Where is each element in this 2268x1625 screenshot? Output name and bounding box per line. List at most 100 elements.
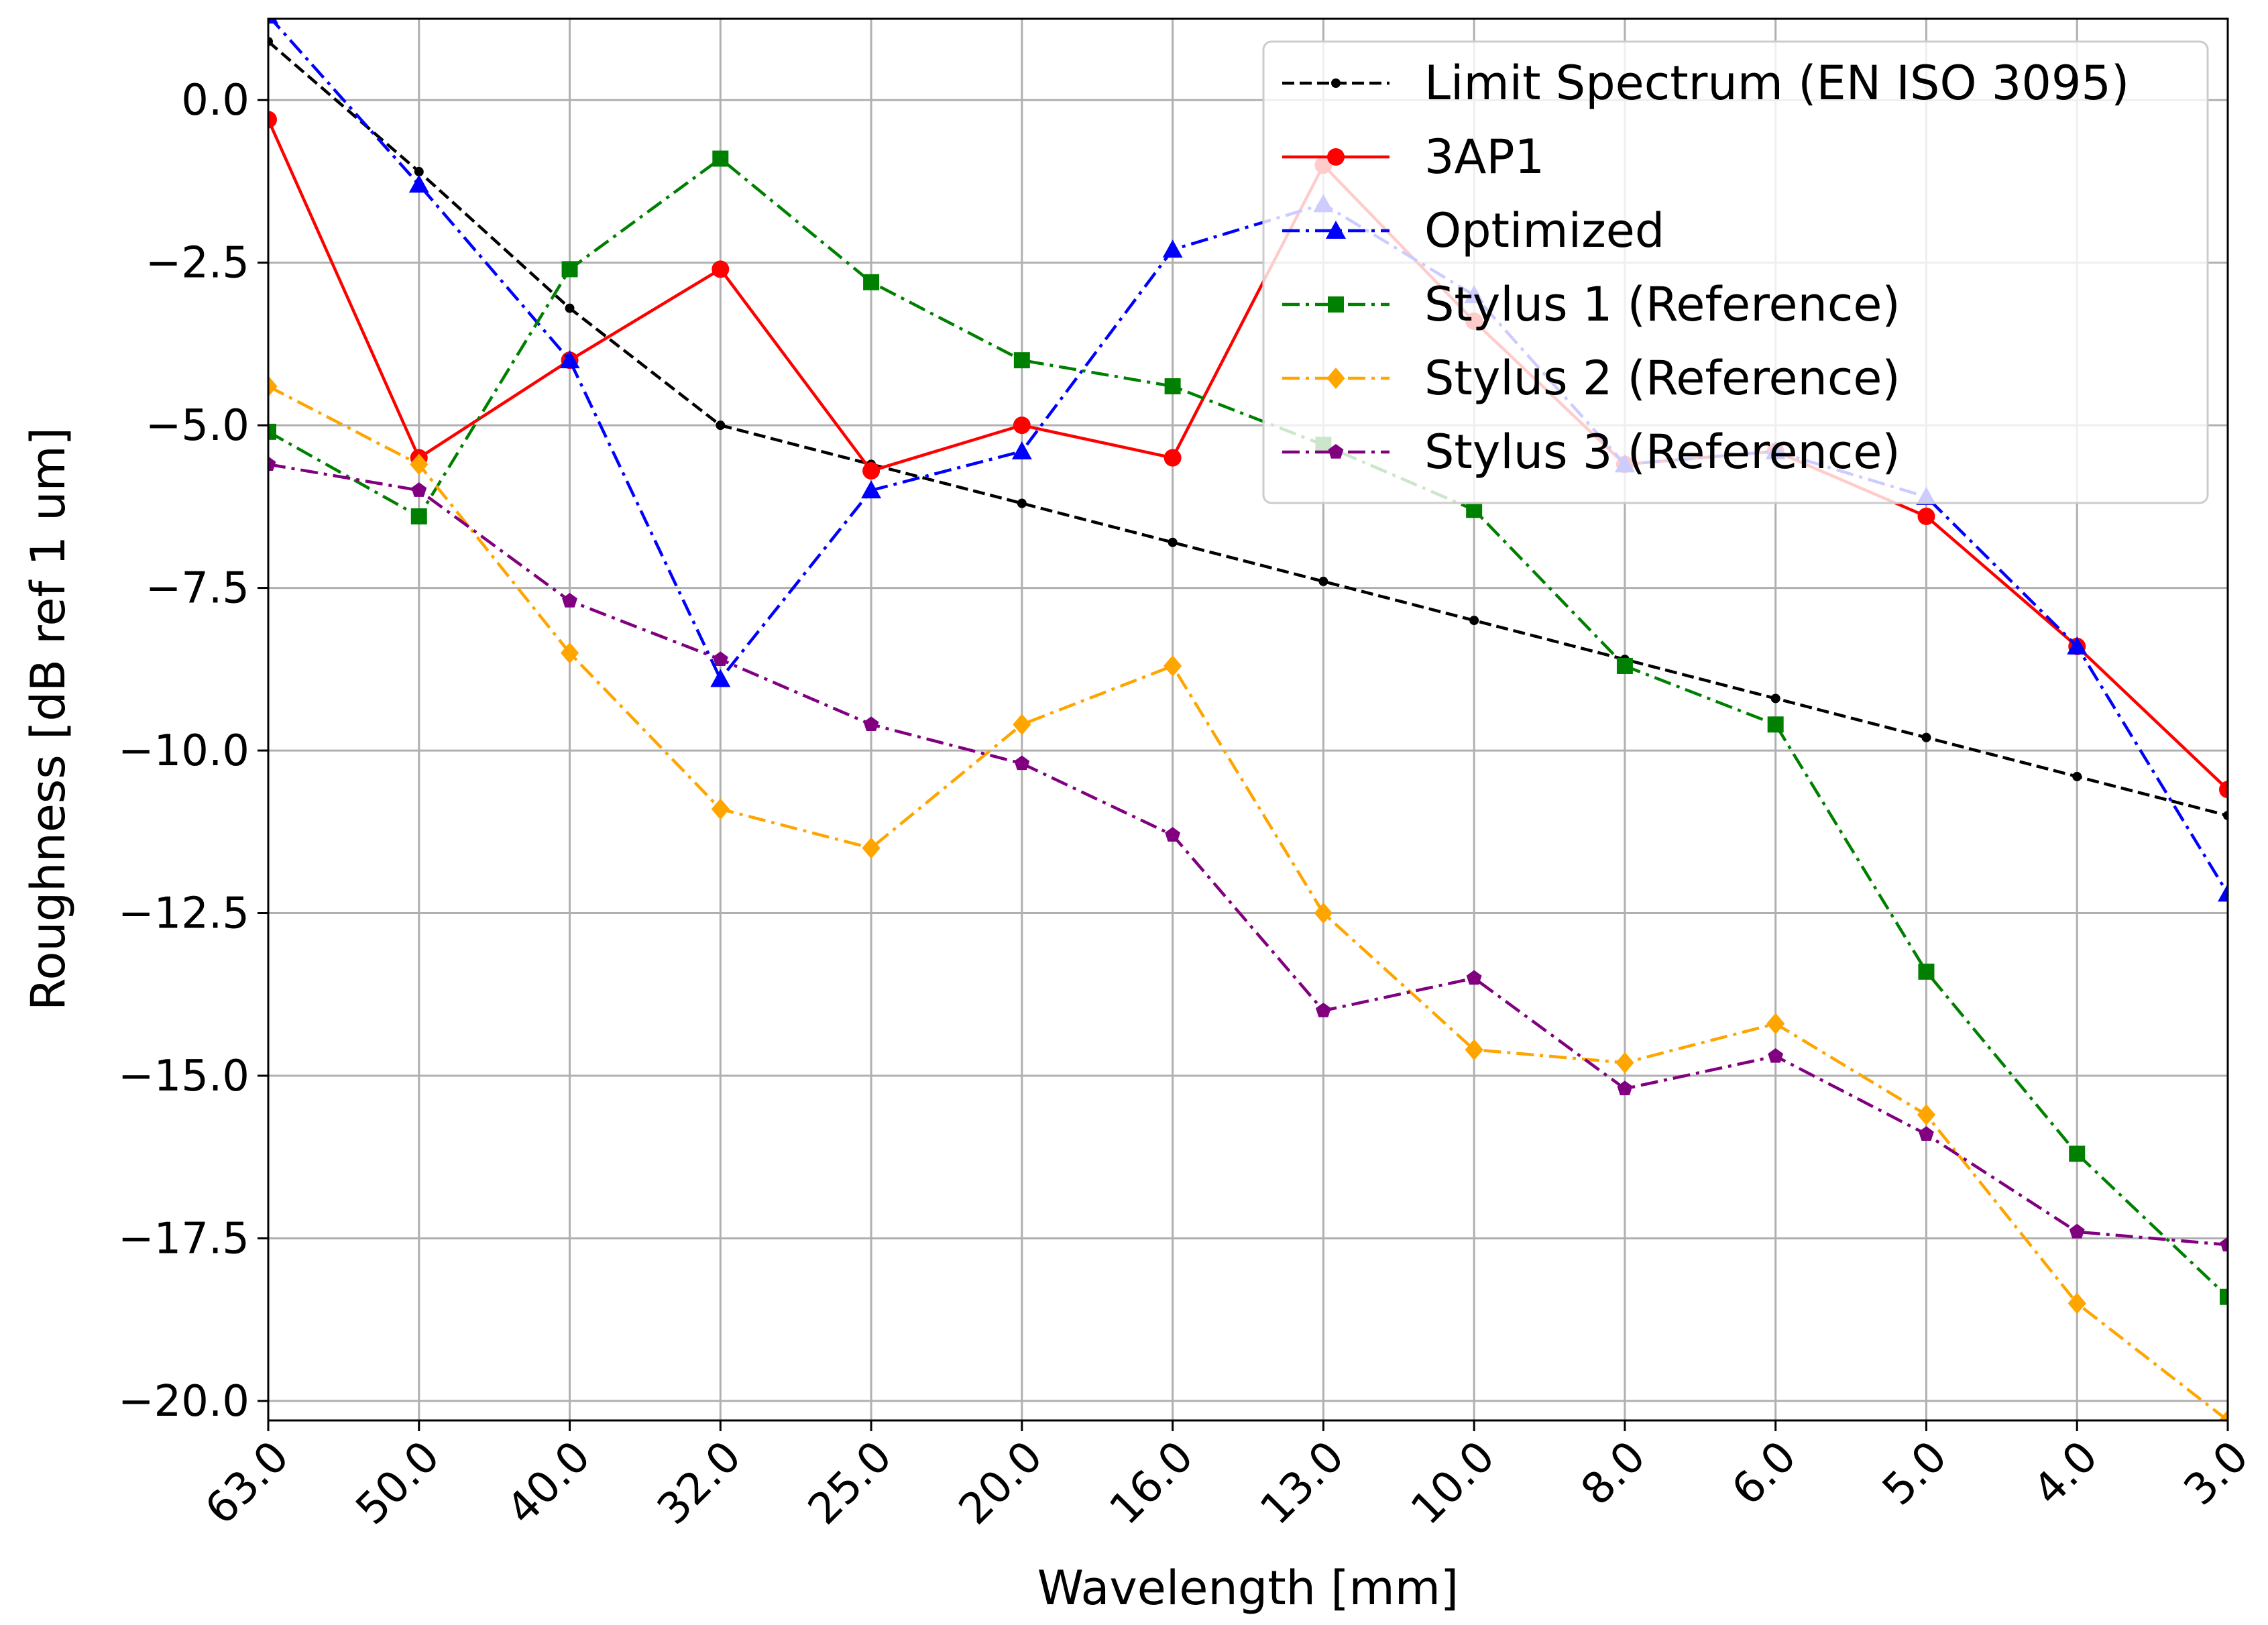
- data-point-stylus-2-reference: [711, 798, 730, 820]
- data-point-stylus-3-reference: [2069, 1223, 2085, 1239]
- data-point-optimized: [2067, 636, 2088, 655]
- data-point-stylus-3-reference: [1617, 1080, 1633, 1096]
- data-point-optimized: [861, 480, 882, 499]
- x-tick-label: 3.0: [2175, 1432, 2258, 1515]
- y-tick-label: −15.0: [118, 1052, 249, 1101]
- series-line-stylus-1-reference: [268, 157, 2228, 1298]
- legend-marker: [1331, 78, 1341, 88]
- y-axis-label: Roughness [dB ref 1 um]: [21, 427, 76, 1011]
- series-line-stylus-2-reference: [268, 384, 2228, 1420]
- data-point-3ap1: [2219, 781, 2228, 799]
- legend: Limit Spectrum (EN ISO 3095) 3AP1 Optimize…: [1262, 40, 2209, 504]
- data-point-3ap1: [1013, 416, 1031, 435]
- data-point-stylus-3-reference: [712, 651, 728, 666]
- series-stylus-2-reference: [268, 375, 2228, 1420]
- data-point-stylus-2-reference: [1013, 714, 1031, 736]
- y-tick-label: −17.5: [118, 1214, 249, 1264]
- data-point-limit-spectrum-en-iso-3095: [1469, 616, 1479, 626]
- y-tick-label: −7.5: [146, 564, 249, 614]
- data-point-stylus-2-reference: [560, 642, 579, 664]
- plot-frame: [267, 17, 2229, 1422]
- data-point-stylus-1-reference: [2220, 1288, 2228, 1305]
- data-point-stylus-2-reference: [862, 837, 881, 859]
- x-tick-label: 10.0: [1402, 1432, 1504, 1534]
- data-point-stylus-1-reference: [1013, 352, 1030, 369]
- data-point-limit-spectrum-en-iso-3095: [2223, 811, 2228, 821]
- series-line-stylus-3-reference: [268, 463, 2228, 1247]
- data-point-optimized: [408, 174, 429, 193]
- data-point-stylus-3-reference: [411, 482, 427, 497]
- legend-label: Stylus 2 (Reference): [1424, 351, 1901, 406]
- data-point-stylus-2-reference: [2218, 1410, 2228, 1420]
- data-point-stylus-3-reference: [1466, 970, 1482, 985]
- legend-label: Optimized: [1424, 203, 1664, 258]
- data-point-stylus-2-reference: [1314, 902, 1333, 924]
- data-point-stylus-2-reference: [410, 453, 429, 475]
- data-point-3ap1: [862, 462, 881, 480]
- data-point-stylus-3-reference: [1014, 755, 1030, 771]
- data-point-stylus-1-reference: [410, 508, 427, 524]
- legend-label: Stylus 1 (Reference): [1424, 277, 1901, 332]
- data-point-limit-spectrum-en-iso-3095: [1318, 576, 1328, 586]
- data-point-stylus-1-reference: [1616, 657, 1633, 674]
- data-point-3ap1: [1164, 449, 1182, 467]
- data-point-stylus-3-reference: [562, 593, 577, 608]
- x-tick-label: 6.0: [1723, 1432, 1806, 1515]
- x-tick-label: 50.0: [347, 1432, 449, 1534]
- data-point-optimized: [1162, 239, 1183, 258]
- series-stylus-3-reference: [268, 456, 2228, 1251]
- data-point-optimized: [559, 350, 580, 369]
- y-tick-label: 0.0: [181, 76, 249, 125]
- data-point-stylus-1-reference: [268, 423, 276, 440]
- x-tick-label: 5.0: [1873, 1432, 1956, 1515]
- data-point-3ap1: [268, 111, 277, 129]
- legend-label: Stylus 3 (Reference): [1424, 425, 1901, 480]
- data-point-stylus-2-reference: [1615, 1052, 1634, 1074]
- legend-marker: [1327, 148, 1345, 166]
- series-line-limit-spectrum-en-iso-3095: [268, 40, 2228, 818]
- y-tick-label: −5.0: [146, 401, 249, 451]
- data-point-stylus-1-reference: [863, 274, 880, 290]
- data-point-limit-spectrum-en-iso-3095: [414, 166, 424, 176]
- x-tick-label: 8.0: [1572, 1432, 1655, 1515]
- x-tick-label: 40.0: [498, 1432, 600, 1534]
- data-point-stylus-3-reference: [863, 716, 879, 731]
- data-point-optimized: [710, 669, 731, 687]
- data-point-limit-spectrum-en-iso-3095: [2072, 771, 2082, 781]
- data-point-optimized: [268, 19, 278, 24]
- legend-marker: [1328, 296, 1344, 313]
- data-point-limit-spectrum-en-iso-3095: [716, 421, 726, 431]
- data-point-stylus-3-reference: [1768, 1048, 1784, 1063]
- data-point-stylus-1-reference: [1767, 716, 1784, 733]
- x-tick-label: 32.0: [648, 1432, 751, 1534]
- series-layer: [268, 19, 2228, 1420]
- data-point-limit-spectrum-en-iso-3095: [565, 303, 575, 313]
- y-tick-label: −12.5: [118, 889, 249, 939]
- x-tick-label: 63.0: [196, 1432, 298, 1534]
- data-point-stylus-2-reference: [268, 375, 278, 397]
- data-point-stylus-3-reference: [1165, 827, 1181, 842]
- data-point-stylus-1-reference: [1466, 502, 1483, 518]
- data-point-stylus-2-reference: [1465, 1039, 1483, 1061]
- legend-label: 3AP1: [1424, 129, 1544, 184]
- data-point-limit-spectrum-en-iso-3095: [1168, 537, 1178, 547]
- data-point-optimized: [1011, 441, 1032, 459]
- data-point-stylus-1-reference: [712, 150, 729, 167]
- data-point-limit-spectrum-en-iso-3095: [268, 36, 273, 46]
- x-tick-label: 16.0: [1100, 1432, 1203, 1534]
- data-point-stylus-2-reference: [1917, 1104, 1936, 1126]
- data-point-stylus-1-reference: [2069, 1145, 2086, 1162]
- data-point-stylus-1-reference: [1918, 963, 1935, 980]
- x-tick-label: 4.0: [2024, 1432, 2107, 1515]
- data-point-stylus-3-reference: [1315, 1003, 1331, 1017]
- data-point-stylus-2-reference: [1766, 1013, 1785, 1035]
- x-tick-label: 25.0: [799, 1432, 901, 1534]
- data-point-stylus-1-reference: [561, 261, 578, 278]
- data-point-stylus-1-reference: [1164, 378, 1181, 394]
- data-point-limit-spectrum-en-iso-3095: [1017, 498, 1027, 508]
- data-point-stylus-2-reference: [2067, 1292, 2086, 1314]
- data-point-stylus-2-reference: [1164, 655, 1182, 677]
- data-point-3ap1: [712, 260, 730, 278]
